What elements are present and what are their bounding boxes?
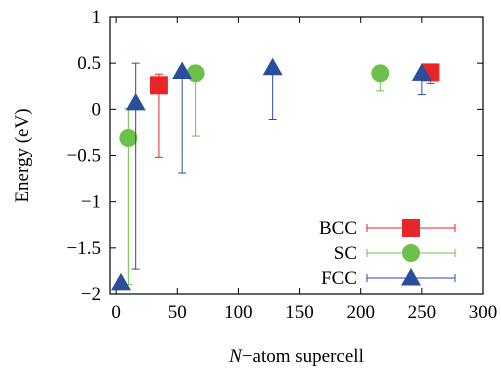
data-series [111,57,440,291]
x-tick-label: 150 [285,302,314,323]
axis-ticks: 0 50 100 150 200 250 300 −2 −1.5 −1 −0.5 0 0.5 1 [67,7,498,323]
x-tick-label: 50 [168,302,187,323]
legend-marker [402,219,420,237]
y-tick-label: 0 [92,99,102,120]
legend: BCC SC FCC [319,218,456,289]
plot-frame [109,16,484,295]
data-point [119,128,138,147]
legend-item-fcc: FCC [321,268,456,289]
data-point [186,64,205,83]
y-tick-label: −0.5 [67,146,101,167]
data-point [172,61,193,79]
data-point [411,63,432,81]
x-axis-title-variable: N [228,346,243,367]
series-fcc [111,57,432,291]
legend-marker [402,244,420,262]
data-point [262,57,283,76]
data-point [111,272,132,291]
legend-item-bcc: BCC [319,218,456,239]
x-tick-label: 0 [111,302,121,323]
legend-label: BCC [319,218,357,239]
x-axis-title-text: −atom supercell [242,346,364,367]
x-tick-label: 300 [469,302,498,323]
x-tick-label: 200 [346,302,375,323]
x-tick-label: 250 [408,302,437,323]
legend-label: FCC [321,268,357,289]
data-point [149,76,168,95]
legend-marker [401,268,421,286]
data-point [125,92,146,111]
data-point [371,64,390,83]
plot-border [109,16,484,295]
x-axis-title: N−atom supercell [228,346,364,367]
y-tick-label: −1 [81,192,101,213]
legend-item-sc: SC [334,243,456,264]
legend-label: SC [334,243,357,264]
y-tick-label: −2 [81,284,101,305]
y-tick-label: −1.5 [67,238,101,259]
y-tick-label: 1 [92,7,102,28]
y-tick-label: 0.5 [77,53,101,74]
y-axis-title: Energy (eV) [12,108,33,202]
x-tick-label: 100 [224,302,253,323]
